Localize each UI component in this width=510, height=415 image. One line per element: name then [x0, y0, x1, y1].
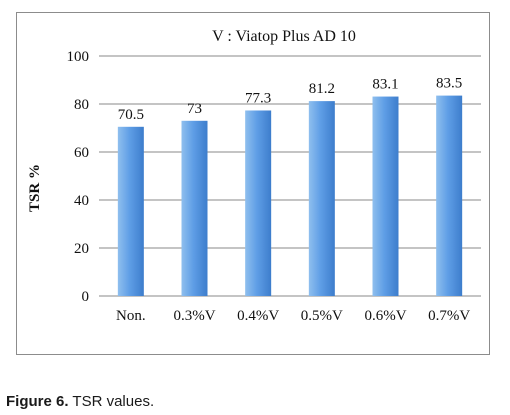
data-label: 77.3: [245, 90, 271, 106]
y-tick-label: 40: [74, 193, 89, 209]
bar: [245, 110, 272, 296]
gridlines: [99, 55, 481, 297]
x-tick-label: 0.3%V: [173, 308, 215, 324]
bar: [117, 126, 144, 296]
bar: [436, 95, 463, 296]
chart-frame: V : Viatop Plus AD 10 TSR % 70.5 73 77.3 81…: [16, 12, 490, 355]
y-tick-label: 0: [82, 289, 90, 305]
x-tick-label: 0.5%V: [301, 308, 343, 324]
y-tick-label: 80: [74, 97, 89, 113]
data-label: 83.1: [372, 77, 398, 93]
bar: [308, 101, 335, 297]
bar: [372, 96, 399, 296]
figure-caption: Figure 6. TSR values.: [6, 393, 154, 410]
y-tick-label: 60: [74, 145, 89, 161]
data-label: 83.5: [436, 76, 462, 92]
data-label: 81.2: [309, 81, 335, 97]
figure-caption-label: Figure 6.: [6, 393, 69, 410]
figure-caption-text: TSR values.: [68, 393, 155, 410]
x-tick-label: 0.7%V: [428, 308, 470, 324]
data-labels: 70.5 73 77.3 81.2 83.1 83.5: [118, 76, 463, 123]
axis-ticks: 0 20 40 60 80 100 Non. 0.3%V 0.4%V 0.5%V 0.6%V 0.7%…: [67, 49, 471, 324]
y-axis-label: TSR %: [27, 164, 43, 212]
bar: [181, 120, 208, 296]
x-tick-label: 0.6%V: [364, 308, 406, 324]
chart-title: V : Viatop Plus AD 10: [212, 28, 356, 45]
y-tick-label: 100: [67, 49, 90, 65]
bar-chart: V : Viatop Plus AD 10 TSR % 70.5 73 77.3 81…: [27, 28, 481, 324]
data-label: 73: [187, 101, 202, 117]
y-tick-label: 20: [74, 241, 89, 257]
x-tick-label: 0.4%V: [237, 308, 279, 324]
x-tick-label: Non.: [116, 308, 146, 324]
bars: [117, 95, 463, 297]
data-label: 70.5: [118, 107, 144, 123]
